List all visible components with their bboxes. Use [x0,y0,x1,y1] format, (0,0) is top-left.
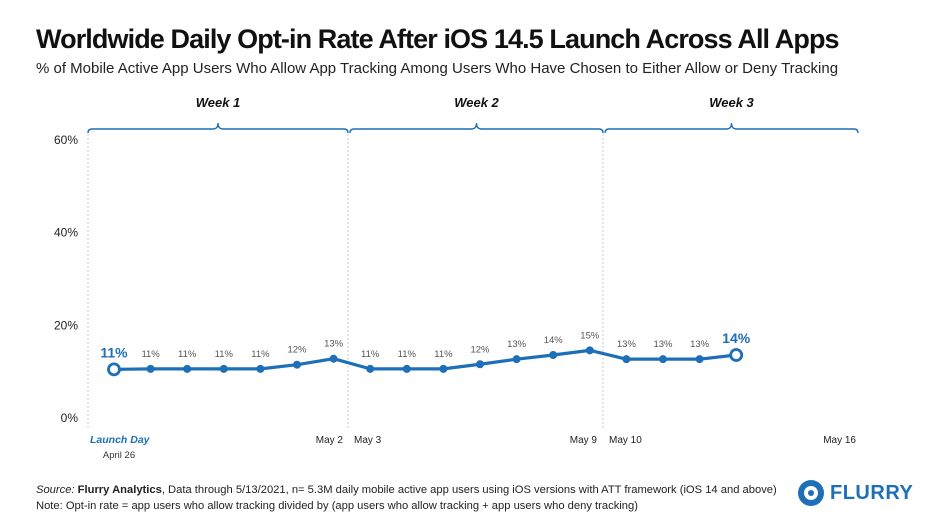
data-point [549,350,558,359]
y-tick-label: 40% [54,226,78,240]
data-label: 13% [653,339,673,350]
week-bracket [87,122,349,134]
data-label: 13% [690,339,710,350]
x-label-launch-day: Launch Day [90,434,151,446]
data-point-highlight [729,348,744,362]
data-label: 11% [215,349,234,360]
data-label: 11% [398,349,417,360]
x-tick-label: May 2 [316,435,344,446]
week-label: Week 2 [454,95,499,110]
data-label: 12% [287,345,307,356]
chart-subtitle: % of Mobile Active App Users Who Allow A… [36,60,839,77]
x-tick-label: May 10 [609,435,642,446]
data-label-highlight: 11% [100,344,128,360]
flurry-logo-icon [798,480,824,506]
data-label: 13% [324,339,344,350]
x-tick-label: May 16 [823,435,856,446]
source-line: Source: Flurry Analytics, Data through 5… [36,482,777,498]
data-point-highlight [107,362,121,377]
data-label: 11% [434,349,453,360]
data-point [256,364,265,373]
x-sublabel-date: April 26 [103,450,135,461]
week-bracket [349,122,604,134]
data-point [366,364,375,373]
source-label: Source: [36,484,75,496]
series-line [112,348,738,371]
source-name: Flurry Analytics [77,484,162,496]
flurry-logo: FLURRY [798,478,914,508]
note-line: Note: Opt-in rate = app users who allow … [36,500,638,512]
data-point [659,355,667,364]
data-point [402,364,411,373]
data-point [439,364,448,373]
data-point [329,354,338,363]
y-tick-label: 20% [54,318,78,332]
chart-title: Worldwide Daily Opt-in Rate After iOS 14… [36,24,840,54]
week-bracket [604,122,859,134]
data-point [293,360,301,369]
data-label-highlight: 14% [722,330,751,346]
data-point [585,346,594,355]
x-tick-label: May 9 [570,435,598,446]
data-point [183,364,192,373]
data-label: 11% [178,349,197,360]
data-point [695,355,704,364]
week-label: Week 1 [196,95,241,110]
data-label: 12% [470,344,490,355]
data-label: 13% [507,339,527,350]
data-point [219,364,228,373]
data-label: 11% [361,349,380,360]
data-point [622,355,631,364]
week-label: Week 3 [709,95,754,110]
source-text: , Data through 5/13/2021, n= 5.3M daily … [161,484,777,496]
data-point [512,355,521,364]
data-point [476,360,484,369]
flurry-logo-text: FLURRY [830,481,914,504]
data-label: 15% [580,330,600,341]
data-label: 13% [617,339,637,350]
data-point [146,364,155,373]
data-label: 11% [251,349,270,360]
y-tick-label: 0% [61,411,79,425]
data-label: 11% [141,349,160,360]
x-tick-label: May 3 [354,435,382,446]
chart-footer: Source: Flurry Analytics, Data through 5… [36,482,777,514]
y-tick-label: 60% [54,133,78,147]
data-label: 14% [544,335,564,346]
